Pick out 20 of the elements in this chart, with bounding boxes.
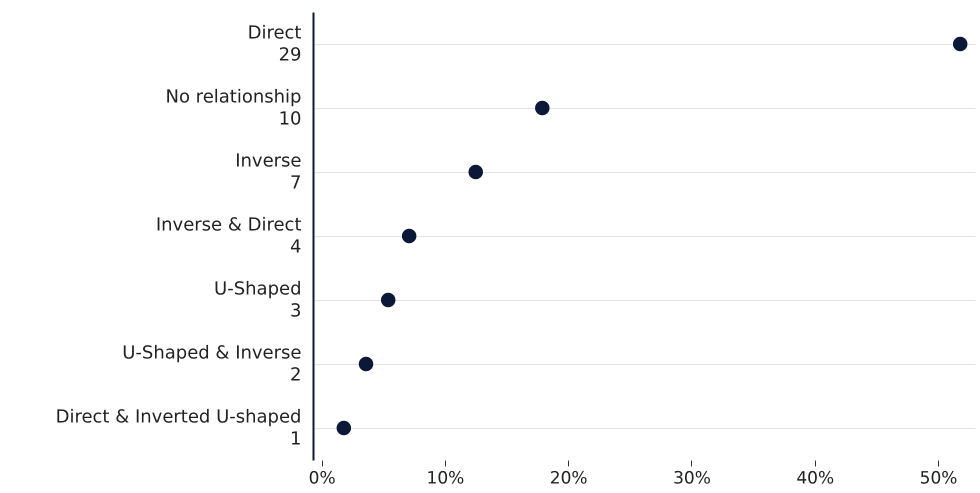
point: [358, 356, 374, 372]
y-tick-label: U-Shaped & Inverse 2: [122, 342, 302, 386]
x-tick-label: 50%: [920, 468, 958, 488]
point: [336, 420, 352, 436]
point: [535, 100, 550, 116]
point: [402, 228, 416, 244]
point: [952, 36, 968, 52]
y-tick-label: Inverse & Direct 4: [156, 214, 302, 258]
x-tick-label: 20%: [550, 468, 588, 488]
y-tick-label: U-Shaped 3: [214, 278, 302, 322]
x-tick-label: 40%: [796, 468, 834, 488]
x-tick-label: 10%: [426, 468, 464, 488]
y-tick-label: Inverse 7: [235, 150, 302, 194]
y-tick-label: No relationship 10: [165, 86, 302, 130]
x-tick-label: 0%: [308, 468, 336, 488]
y-tick-label: Direct & Inverted U-shaped 1: [56, 406, 302, 450]
point: [468, 164, 483, 180]
point: [380, 292, 396, 308]
x-tick-label: 30%: [673, 468, 711, 488]
y-tick-label: Direct 29: [248, 22, 302, 66]
